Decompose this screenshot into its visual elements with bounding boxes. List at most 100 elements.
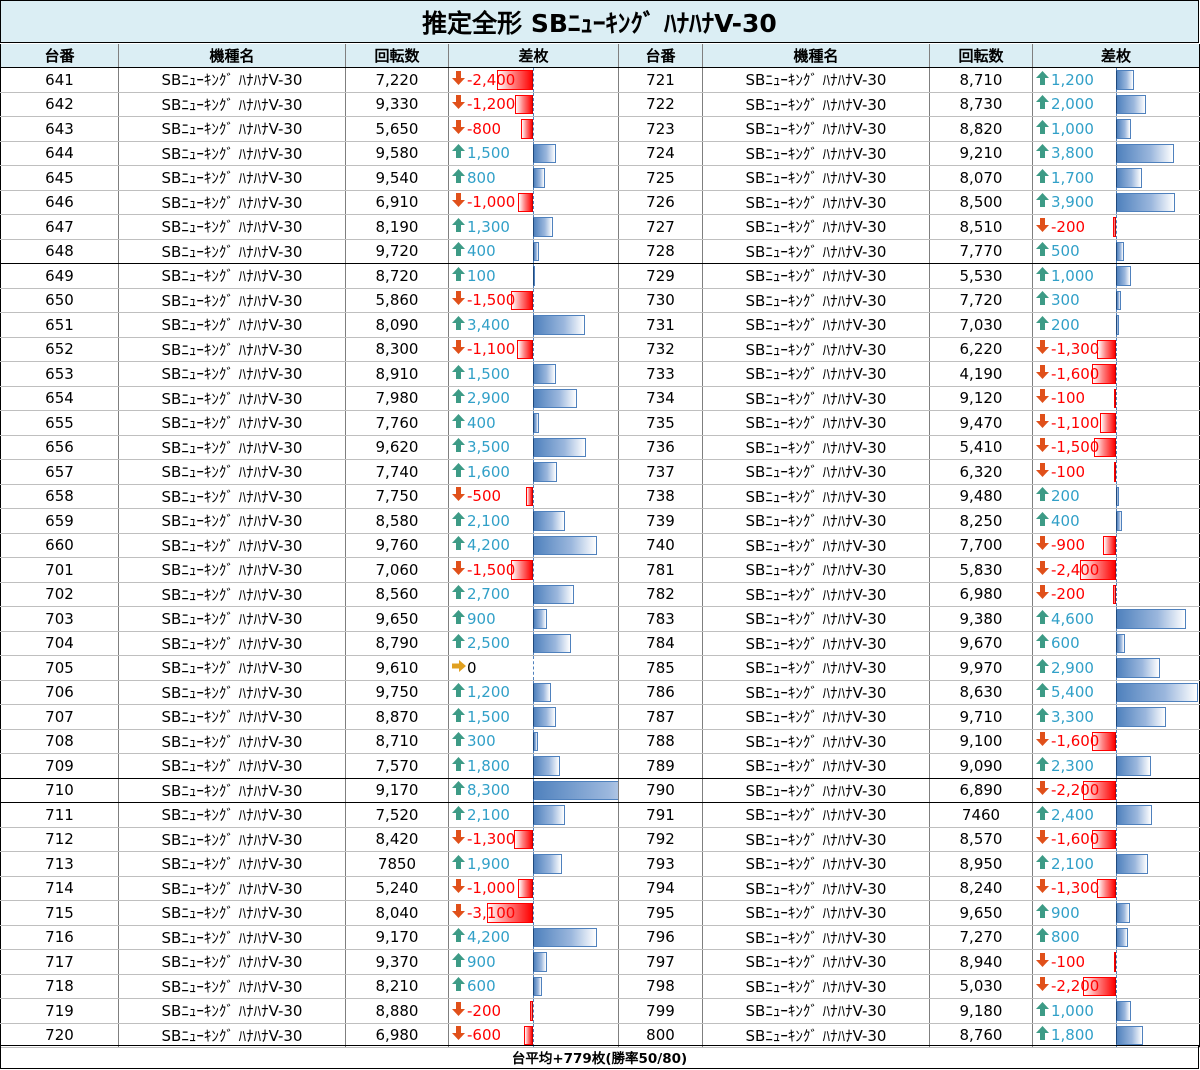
diff-value: 200 [1035, 485, 1080, 508]
machine-no: 783 [618, 606, 703, 632]
model-name: SBﾆｭｰｷﾝｸﾞ ﾊﾅﾊﾅV-30 [118, 900, 346, 926]
machine-no: 702 [0, 582, 119, 607]
diff-bar-negative [487, 903, 533, 923]
diff-number: -900 [1051, 536, 1086, 555]
diff-value: 800 [1035, 926, 1080, 949]
diff-number: -100 [1051, 952, 1086, 971]
diff-bar-positive [533, 927, 597, 947]
down-arrow-icon [1035, 364, 1050, 384]
diff-bar-positive [533, 462, 557, 482]
diff-bar-negative [1113, 217, 1116, 237]
spin-count: 4,190 [929, 361, 1033, 387]
model-name: SBﾆｭｰｷﾝｸﾞ ﾊﾅﾊﾅV-30 [702, 116, 930, 142]
up-arrow-icon [451, 241, 466, 261]
machine-no: 794 [618, 876, 703, 901]
diff-cell: 3,500 [448, 435, 619, 460]
diff-cell: 3,400 [448, 312, 619, 338]
diff-axis [533, 337, 534, 361]
diff-value: 1,200 [1035, 68, 1094, 91]
machine-no: 642 [0, 92, 119, 117]
diff-cell: 400 [448, 239, 619, 264]
diff-number: 1,500 [467, 364, 510, 383]
up-arrow-icon [451, 535, 466, 555]
diff-value: -1,600 [1035, 828, 1099, 851]
diff-number: 1,500 [467, 707, 510, 726]
diff-axis [1116, 386, 1117, 410]
diff-bar-positive [1116, 266, 1131, 286]
up-arrow-icon [1035, 1001, 1050, 1021]
diff-cell: -100 [1032, 949, 1200, 975]
results-table: 台番 機種名 回転数 差枚 台番 機種名 回転数 差枚 641 SBﾆｭｰｷﾝｸﾞ… [0, 44, 1200, 1048]
table-row: 710 SBﾆｭｰｷﾝｸﾞ ﾊﾅﾊﾅV-30 9,170 8,300 790 SBﾆｭｰｷ… [0, 778, 1200, 803]
up-arrow-icon [451, 805, 466, 825]
diff-value: 1,700 [1035, 166, 1094, 189]
spin-count: 8,250 [929, 508, 1033, 534]
spin-count: 9,170 [345, 925, 449, 950]
spin-count: 8,560 [345, 582, 449, 607]
diff-value: -1,100 [1035, 411, 1099, 434]
diff-value: 4,200 [451, 926, 510, 949]
machine-no: 648 [0, 239, 119, 264]
diff-cell: 2,900 [448, 386, 619, 411]
diff-cell: -100 [1032, 459, 1200, 485]
model-name: SBﾆｭｰｷﾝｸﾞ ﾊﾅﾊﾅV-30 [702, 1023, 930, 1048]
table-row: 718 SBﾆｭｰｷﾝｸﾞ ﾊﾅﾊﾅV-30 8,210 600 798 SBﾆｭｰｷﾝｸ… [0, 974, 1200, 999]
table-row: 706 SBﾆｭｰｷﾝｸﾞ ﾊﾅﾊﾅV-30 9,750 1,200 786 SBﾆｭｰｷ… [0, 680, 1200, 705]
diff-cell: 2,000 [1032, 92, 1200, 117]
diff-cell: -600 [448, 1023, 619, 1048]
down-arrow-icon [451, 339, 466, 359]
spin-count: 9,580 [345, 141, 449, 166]
up-arrow-icon [451, 437, 466, 457]
spin-count: 7,060 [345, 557, 449, 583]
diff-cell: 1,600 [448, 459, 619, 485]
table-row: 642 SBﾆｭｰｷﾝｸﾞ ﾊﾅﾊﾅV-30 9,330 -1,200 722 SBﾆｭｰ… [0, 92, 1200, 117]
diff-cell: 1,300 [448, 214, 619, 240]
machine-no: 786 [618, 680, 703, 705]
diff-value: 2,500 [451, 632, 510, 655]
diff-value: 300 [1035, 289, 1080, 312]
diff-number: 2,900 [1051, 658, 1094, 677]
diff-bar-positive [1116, 658, 1160, 678]
machine-no: 701 [0, 557, 119, 583]
table-row: 711 SBﾆｭｰｷﾝｸﾞ ﾊﾅﾊﾅV-30 7,520 2,100 791 SBﾆｭｰｷ… [0, 802, 1200, 828]
table-row: 702 SBﾆｭｰｷﾝｸﾞ ﾊﾅﾊﾅV-30 8,560 2,700 782 SBﾆｭｰｷ… [0, 582, 1200, 607]
spin-count: 9,480 [929, 484, 1033, 509]
diff-bar-positive [1116, 168, 1142, 188]
up-arrow-icon [1035, 707, 1050, 727]
machine-no: 704 [0, 631, 119, 656]
diff-bar-negative [1092, 364, 1116, 384]
diff-cell: -1,100 [448, 337, 619, 362]
diff-axis [533, 876, 534, 900]
machine-no: 729 [618, 263, 703, 289]
diff-value: 3,300 [1035, 705, 1094, 728]
model-name: SBﾆｭｰｷﾝｸﾞ ﾊﾅﾊﾅV-30 [118, 974, 346, 999]
diff-bar-positive [1116, 94, 1146, 114]
table-row: 714 SBﾆｭｰｷﾝｸﾞ ﾊﾅﾊﾅV-30 5,240 -1,000 794 SBﾆｭｰ… [0, 876, 1200, 901]
machine-no: 708 [0, 729, 119, 754]
diff-value: -100 [1035, 950, 1086, 973]
diff-bar-negative [1080, 560, 1116, 580]
spin-count: 7,220 [345, 67, 449, 93]
table-row: 654 SBﾆｭｰｷﾝｸﾞ ﾊﾅﾊﾅV-30 7,980 2,900 734 SBﾆｭｰｷ… [0, 386, 1200, 411]
up-arrow-icon [451, 168, 466, 188]
diff-bar-negative [1092, 829, 1116, 849]
model-name: SBﾆｭｰｷﾝｸﾞ ﾊﾅﾊﾅV-30 [702, 533, 930, 558]
sheet-title: 推定全形 SBﾆｭｰｷﾝｸﾞ ﾊﾅﾊﾅV-30 [0, 0, 1199, 43]
spin-count: 8,940 [929, 949, 1033, 975]
spin-count: 9,120 [929, 386, 1033, 411]
diff-number: 2,100 [467, 805, 510, 824]
diff-number: 0 [467, 658, 477, 677]
up-arrow-icon [451, 266, 466, 286]
diff-value: 2,100 [1035, 852, 1094, 875]
diff-bar-positive [533, 609, 547, 629]
machine-no: 739 [618, 508, 703, 534]
spin-count: 6,220 [929, 337, 1033, 362]
model-name: SBﾆｭｰｷﾝｸﾞ ﾊﾅﾊﾅV-30 [118, 214, 346, 240]
diff-cell: -800 [448, 116, 619, 142]
up-arrow-icon [451, 780, 466, 800]
diff-value: 3,500 [451, 436, 510, 459]
diff-bar-positive [1116, 682, 1198, 702]
diff-bar-positive [533, 143, 556, 163]
diff-axis [533, 901, 534, 925]
diff-number: 3,500 [467, 438, 510, 457]
